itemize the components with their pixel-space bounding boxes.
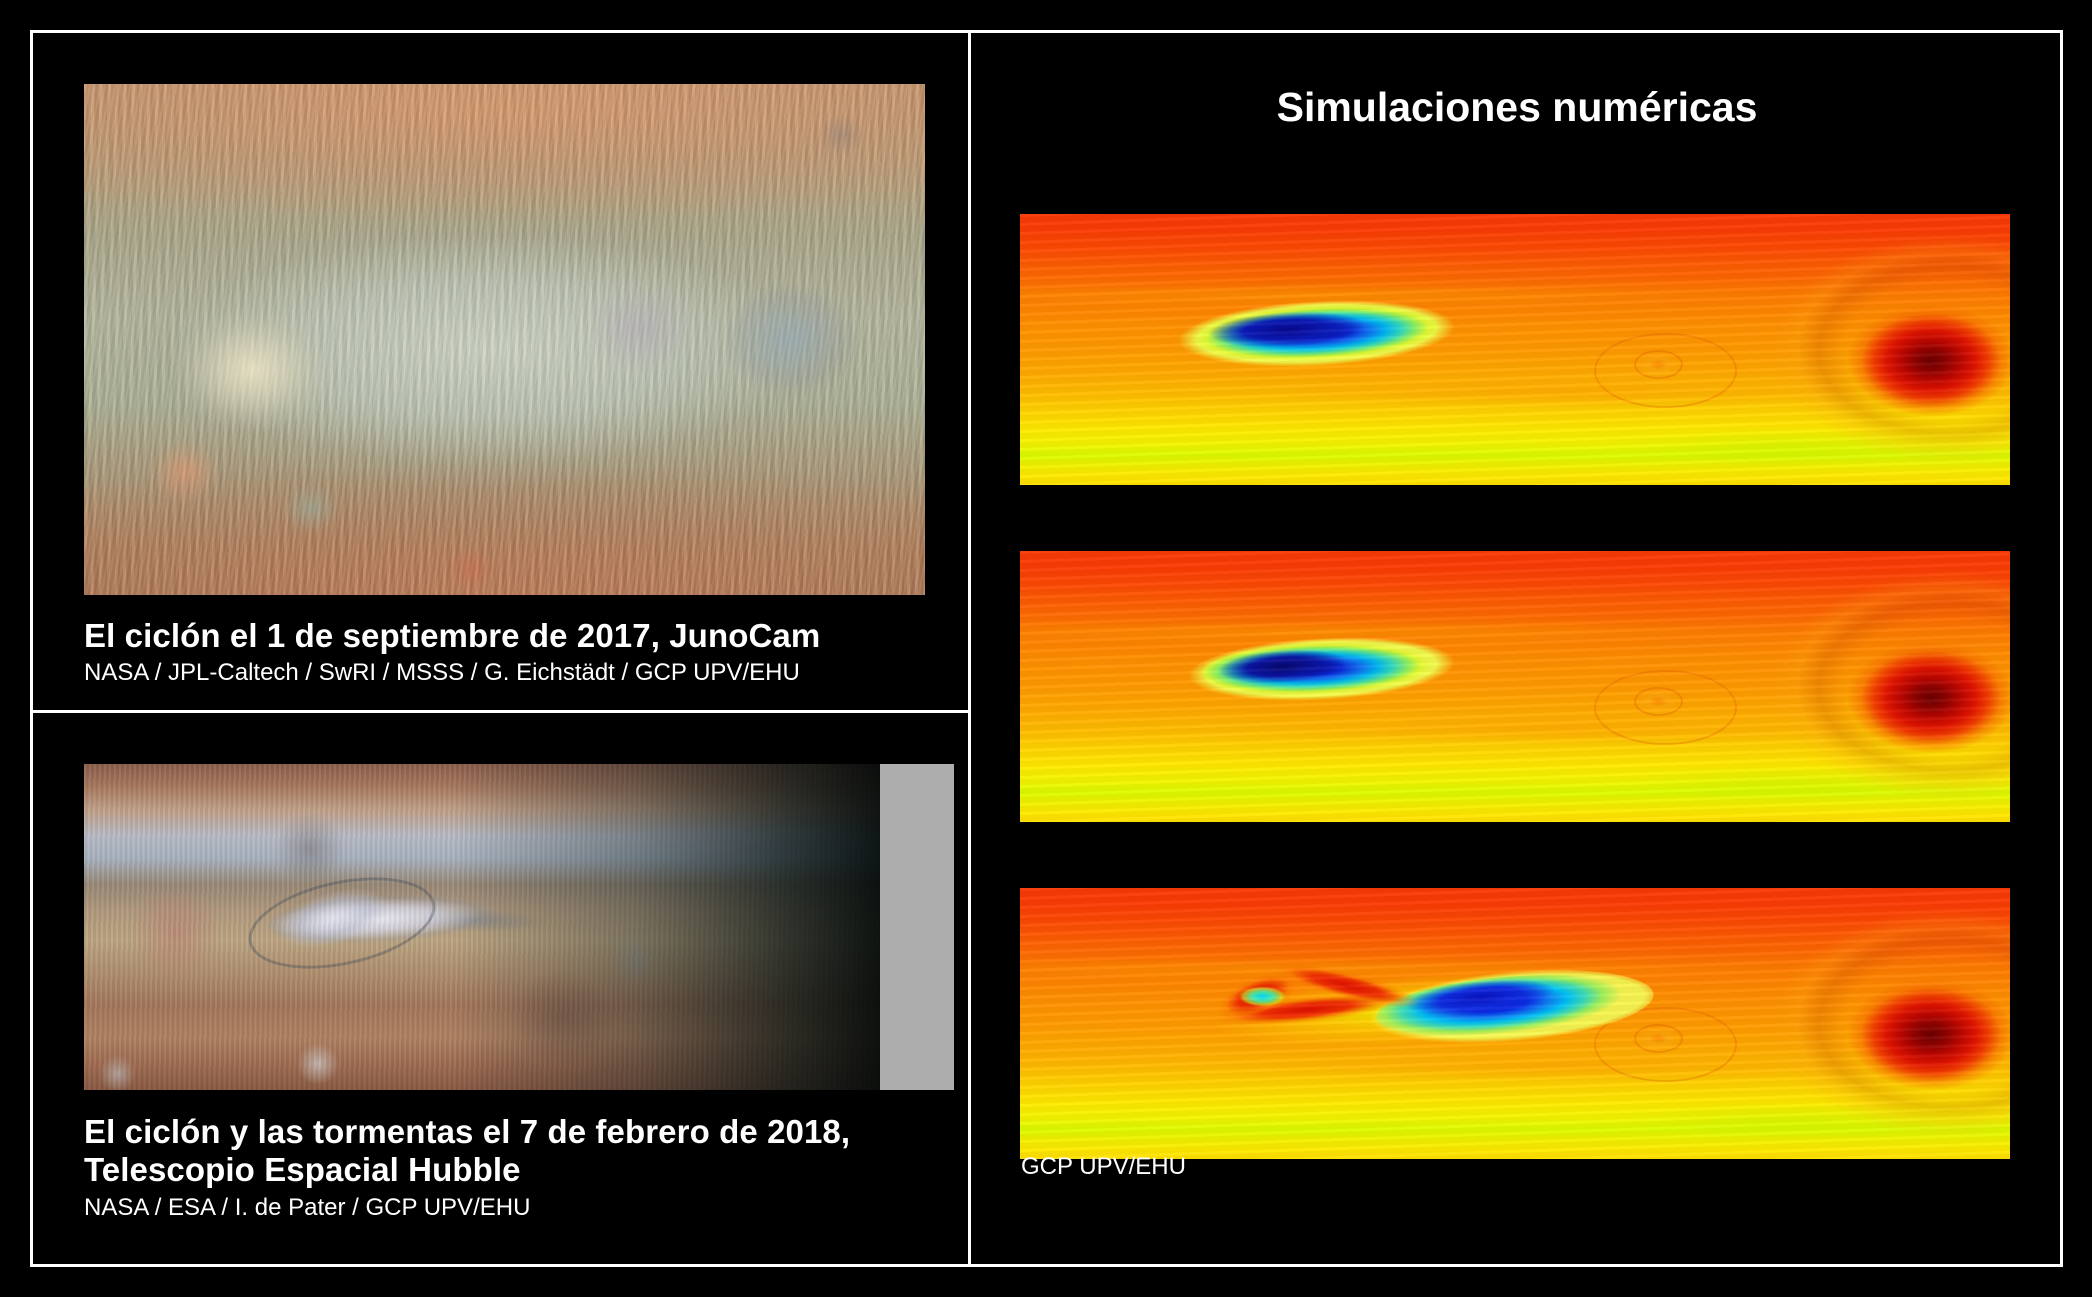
simulations-panel: Simulaciones numéricas (971, 33, 2063, 1267)
sim2-swirl-arc (1594, 670, 1737, 745)
jupiter-cyclone-hubble-photo (84, 764, 920, 1090)
sim3-red-spot (1841, 974, 2010, 1094)
jupiter-cyclone-junocam-photo (84, 84, 925, 595)
simulations-title: Simulaciones numéricas (1276, 84, 1758, 130)
sim3-streaks (1020, 888, 2010, 1159)
hubble-caption-title-line2: Telescopio Espacial Hubble (84, 1151, 521, 1189)
sim3-swirl (1633, 1023, 1684, 1054)
sim1-swirl-arc (1594, 333, 1737, 408)
column-divider (968, 30, 971, 1267)
juno-panel: El ciclón el 1 de septiembre de 2017, Ju… (33, 33, 968, 710)
hubble-gray-bar (880, 764, 954, 1090)
sim-panel-1 (1020, 214, 2010, 485)
sim2-red-spot (1841, 637, 2010, 757)
sim1-swirl (1633, 349, 1684, 380)
juno-caption-title: El ciclón el 1 de septiembre de 2017, Ju… (84, 617, 821, 654)
hubble-panel: El ciclón y las tormentas el 7 de febrer… (33, 713, 968, 1267)
hubble-limb-shadow (84, 764, 920, 1090)
hubble-caption-credit: NASA / ESA / I. de Pater / GCP UPV/EHU (84, 1193, 531, 1221)
simulations-credit: GCP UPV/EHU (1021, 1153, 1186, 1180)
juno-caption: El ciclón el 1 de septiembre de 2017, Ju… (84, 617, 820, 688)
sim3-red-storm-eye (1237, 985, 1288, 1008)
sim-panel-3 (1020, 888, 2010, 1159)
sim-panel-2 (1020, 551, 2010, 822)
sim2-streaks (1020, 551, 2010, 822)
poster-frame (30, 30, 2063, 1267)
juno-caption-credit: NASA / JPL-Caltech / SwRI / MSSS / G. Ei… (84, 659, 800, 687)
sim1-red-spot (1841, 300, 2010, 420)
juno-texture-layer (84, 84, 925, 595)
left-column-divider (30, 710, 968, 713)
hubble-caption-title-line1: El ciclón y las tormentas el 7 de febrer… (84, 1113, 851, 1150)
sim2-swirl (1633, 686, 1684, 717)
hubble-caption: El ciclón y las tormentas el 7 de febrer… (84, 1113, 850, 1222)
sim1-streaks (1020, 214, 2010, 485)
sim3-swirl-arc (1594, 1007, 1737, 1082)
juno-vortex-layer (84, 84, 925, 595)
